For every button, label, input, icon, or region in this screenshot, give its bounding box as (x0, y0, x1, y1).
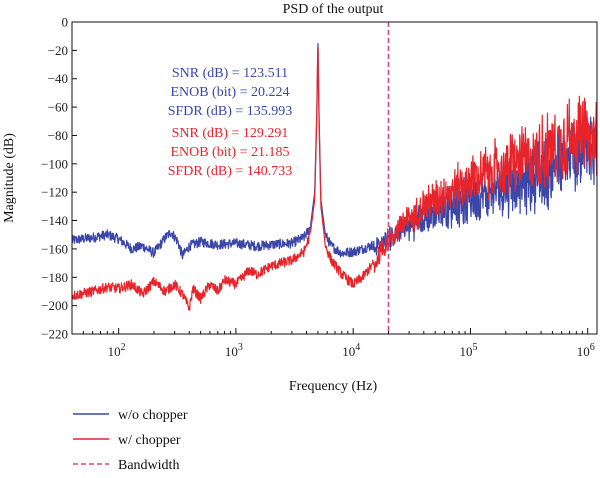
legend-label: Bandwidth (118, 458, 179, 473)
y-tick-label: −100 (41, 156, 68, 171)
x-tick-label: 105 (459, 342, 477, 359)
legend: w/o chopper w/ chopper Bandwidth (73, 408, 188, 473)
x-tick-label: 104 (342, 342, 360, 359)
series-with-chopper (72, 46, 597, 311)
y-tick-label: −160 (41, 241, 68, 256)
series-without-chopper (72, 42, 597, 260)
annotation-text: SFDR (dB) = 140.733 (168, 164, 293, 179)
annotation-text: SFDR (dB) = 135.993 (168, 104, 293, 119)
y-tick-label: −220 (41, 327, 68, 342)
legend-label: w/o chopper (118, 408, 188, 423)
y-tick-label: −40 (48, 71, 68, 86)
x-axis-label: Frequency (Hz) (289, 379, 378, 394)
x-tick-exponent: 5 (472, 342, 477, 353)
legend-label: w/ chopper (118, 433, 181, 448)
y-tick-label: −80 (48, 128, 68, 143)
y-tick-label: −120 (41, 185, 68, 200)
plot-area: 0 −20 −40 −60 −80 −100 −120 −140 −160 −180 −200 −22… (41, 15, 598, 359)
annotation-text: SNR (dB) = 129.291 (172, 126, 289, 141)
series-line (72, 46, 597, 311)
y-tick-label: −20 (48, 43, 68, 58)
y-tick-label: −60 (48, 100, 68, 115)
annotation-text: SNR (dB) = 123.511 (172, 66, 288, 81)
x-tick-label: 106 (577, 342, 595, 359)
annotation-text: ENOB (bit) = 20.224 (170, 85, 289, 100)
y-axis-label: Magnitude (dB) (2, 133, 17, 223)
y-tick-label: −200 (41, 298, 68, 313)
chart-title: PSD of the output (283, 2, 384, 17)
x-tick-label: 102 (108, 342, 126, 359)
x-tick-exponent: 4 (355, 342, 360, 353)
series-line (72, 42, 597, 260)
y-tick-label: −140 (41, 213, 68, 228)
plot-frame (71, 21, 598, 335)
x-tick-exponent: 2 (121, 342, 126, 353)
y-tick-label: 0 (62, 15, 69, 30)
x-tick-exponent: 6 (590, 342, 595, 353)
annotations: SNR (dB) = 123.511 ENOB (bit) = 20.224 SFD… (168, 66, 293, 179)
x-tick-exponent: 3 (238, 342, 243, 353)
y-tick-label: −180 (41, 270, 68, 285)
annotation-text: ENOB (bit) = 21.185 (170, 145, 289, 160)
x-tick-label: 103 (225, 342, 243, 359)
